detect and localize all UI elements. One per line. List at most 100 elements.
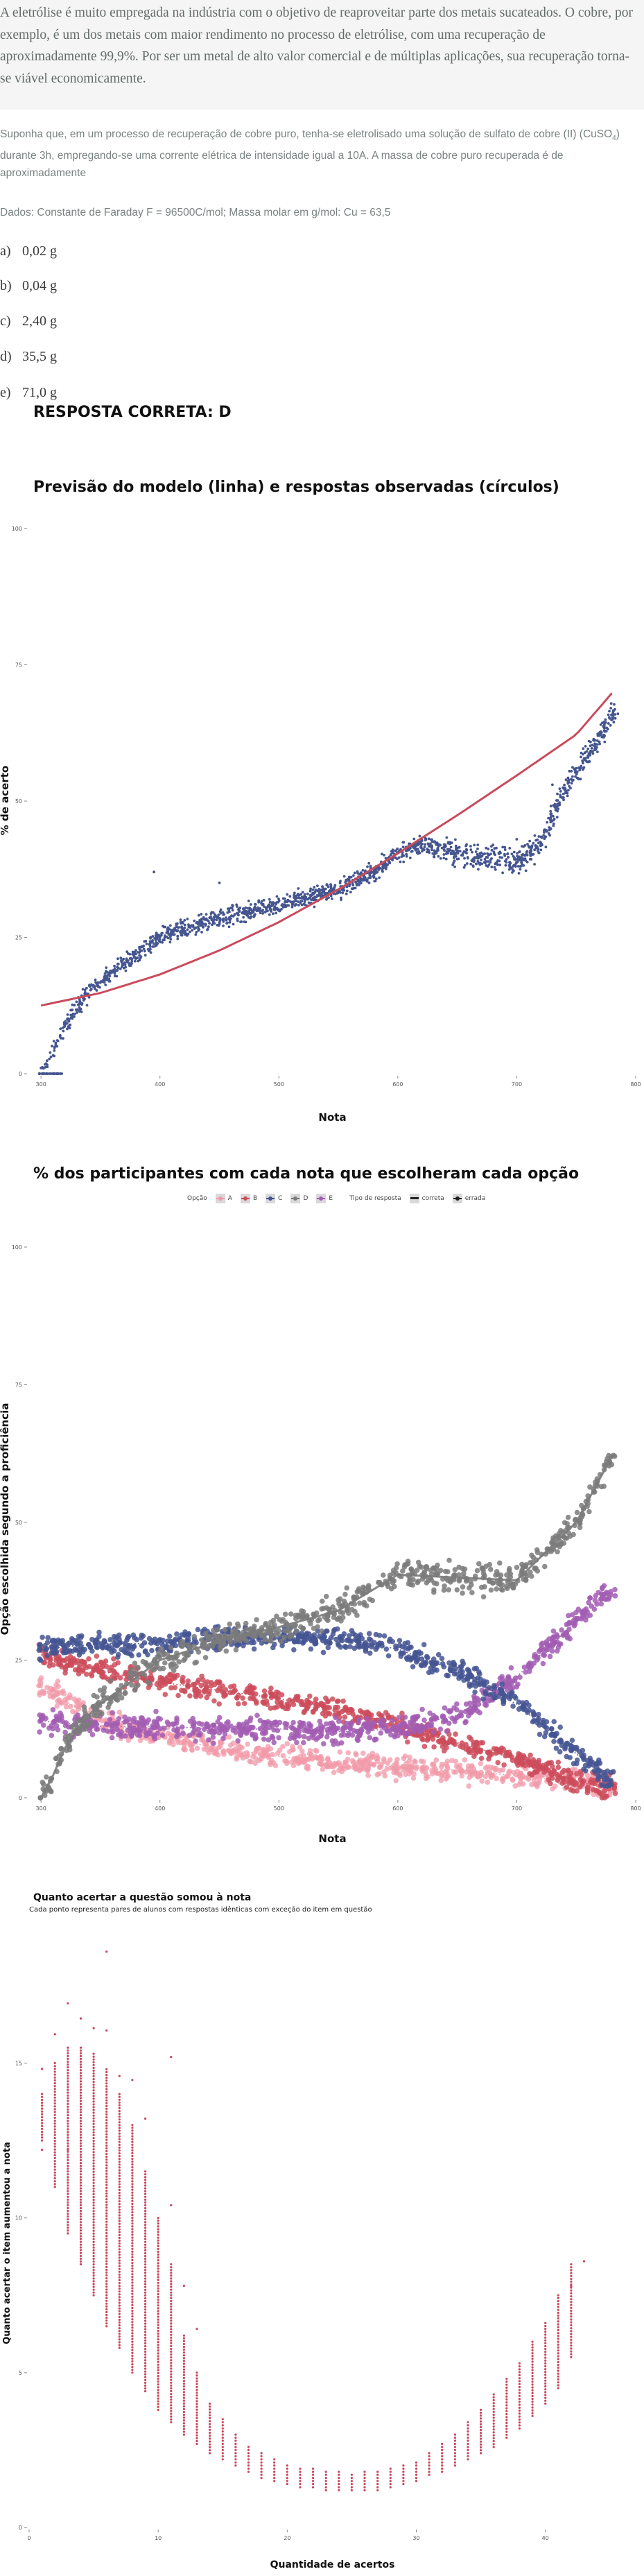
chart2-point-c	[531, 1712, 537, 1718]
chart2-point-c	[40, 1634, 45, 1640]
chart2-point-e	[262, 1719, 268, 1726]
chart2-point-a	[494, 1776, 499, 1781]
chart2-point-d	[173, 1663, 179, 1669]
chart2-point-c	[458, 1668, 464, 1674]
chart1-observed-point	[80, 1010, 83, 1013]
chart1-observed-point	[442, 843, 446, 846]
chart2-point-a	[284, 1758, 290, 1764]
chart2-point-b	[421, 1744, 428, 1749]
chart1-observed-point	[218, 882, 221, 884]
chart1-observed-point	[38, 1072, 42, 1075]
chart1-observed-point	[162, 938, 165, 942]
option-a[interactable]: a) 0,02 g	[0, 243, 57, 259]
chart2-point-e	[335, 1741, 341, 1746]
chart1-observed-point	[528, 839, 531, 843]
chart2-point-a	[500, 1767, 506, 1773]
chart1-observed-point	[55, 1045, 59, 1048]
chart1-observed-point	[345, 885, 349, 888]
chart1-observed-point	[599, 723, 602, 726]
chart1-observed-point	[286, 893, 289, 896]
question-prompt: Suponha que, em um processo de recuperaç…	[0, 128, 620, 180]
option-d[interactable]: d) 35,5 g	[0, 349, 57, 364]
chart2-point-a	[252, 1760, 259, 1766]
chart1-observed-point	[180, 925, 183, 928]
chart1-observed-point	[466, 856, 469, 859]
chart2-point-c	[435, 1651, 442, 1658]
chart1-observed-point	[138, 947, 141, 950]
chart1-observed-point	[439, 843, 442, 847]
chart2-point-c	[295, 1633, 302, 1639]
chart1-observed-point	[351, 882, 354, 886]
chart2-point-c	[51, 1638, 57, 1643]
chart1-observed-point	[297, 904, 300, 907]
chart1-observed-point	[149, 936, 152, 939]
chart1-observed-point	[194, 926, 198, 929]
chart2-point-b	[58, 1661, 64, 1667]
chart2-point-b	[162, 1692, 168, 1697]
chart1-observed-point	[158, 938, 162, 941]
chart2-point-d	[168, 1645, 174, 1651]
chart1-x-axis-title: Nota	[318, 1111, 346, 1124]
chart1-observed-point	[484, 861, 487, 865]
chart1-observed-point	[227, 907, 229, 910]
chart2-point-b	[200, 1677, 206, 1683]
chart1-observed-point	[533, 863, 536, 866]
chart2-point-e	[139, 1715, 145, 1721]
option-c[interactable]: c) 2,40 g	[0, 314, 57, 329]
chart2-point-a	[234, 1756, 239, 1762]
chart1-observed-point	[186, 918, 189, 920]
chart2-point-c	[604, 1783, 610, 1789]
chart1-observed-point	[512, 850, 516, 854]
chart2-point-e	[587, 1595, 593, 1601]
chart2-point-e	[421, 1717, 427, 1723]
chart2-point-c	[581, 1752, 586, 1758]
chart2-point-b	[334, 1699, 340, 1704]
chart2-point-b	[78, 1658, 85, 1664]
chart2-point-a	[492, 1767, 498, 1773]
chart2-point-e	[101, 1727, 107, 1733]
chart1-observed-point	[564, 778, 568, 781]
chart2-point-a	[354, 1752, 359, 1758]
chart1-observed-point	[427, 843, 430, 846]
chart1-observed-point	[457, 857, 460, 861]
option-b[interactable]: b) 0,04 g	[0, 278, 57, 293]
chart2-point-c	[551, 1719, 557, 1724]
chart1-observed-point	[163, 936, 166, 939]
chart2-point-e	[306, 1721, 312, 1726]
chart2-point-d	[215, 1626, 220, 1633]
chart2-point-b	[182, 1689, 188, 1694]
chart2-point-e	[146, 1717, 152, 1723]
chart2-point-e	[287, 1735, 293, 1742]
chart2-point-c	[501, 1699, 507, 1705]
chart2-point-b	[86, 1656, 92, 1662]
chart1-title: Previsão do modelo (linha) e respostas o…	[33, 479, 559, 496]
chart1-observed-point	[207, 920, 210, 922]
chart1-observed-point	[58, 1035, 62, 1038]
chart1-observed-point	[607, 713, 610, 716]
chart1-observed-point	[166, 929, 170, 933]
chart1-observed-point	[595, 739, 599, 742]
chart1-observed-point	[586, 756, 590, 759]
chart2-point-e	[268, 1720, 274, 1726]
chart1-observed-point	[521, 853, 525, 856]
chart1-observed-point	[418, 834, 421, 838]
chart1-observed-point	[609, 702, 613, 705]
chart2-point-e	[249, 1731, 255, 1737]
chart1-observed-point	[604, 730, 607, 732]
chart2-point-a	[478, 1760, 484, 1767]
chart2-point-e	[406, 1730, 411, 1735]
chart2-point-a	[318, 1761, 324, 1767]
chart2-point-e	[269, 1733, 275, 1740]
chart2-y-tick-label: 25	[15, 1658, 22, 1664]
chart1-observed-point	[476, 843, 480, 846]
chart2-point-c	[37, 1642, 43, 1647]
chart2-point-b	[216, 1701, 223, 1707]
chart1-observed-point	[152, 942, 155, 945]
chart1-observed-point	[165, 935, 168, 938]
chart2-y-tick-label: 0	[19, 1795, 22, 1801]
chart1-observed-point	[555, 799, 558, 802]
chart2-title: % dos participantes com cada nota que es…	[33, 1165, 580, 1183]
chart1-observed-point	[491, 843, 495, 847]
chart2-point-d	[574, 1509, 580, 1515]
option-e[interactable]: e) 71,0 g	[0, 385, 57, 400]
